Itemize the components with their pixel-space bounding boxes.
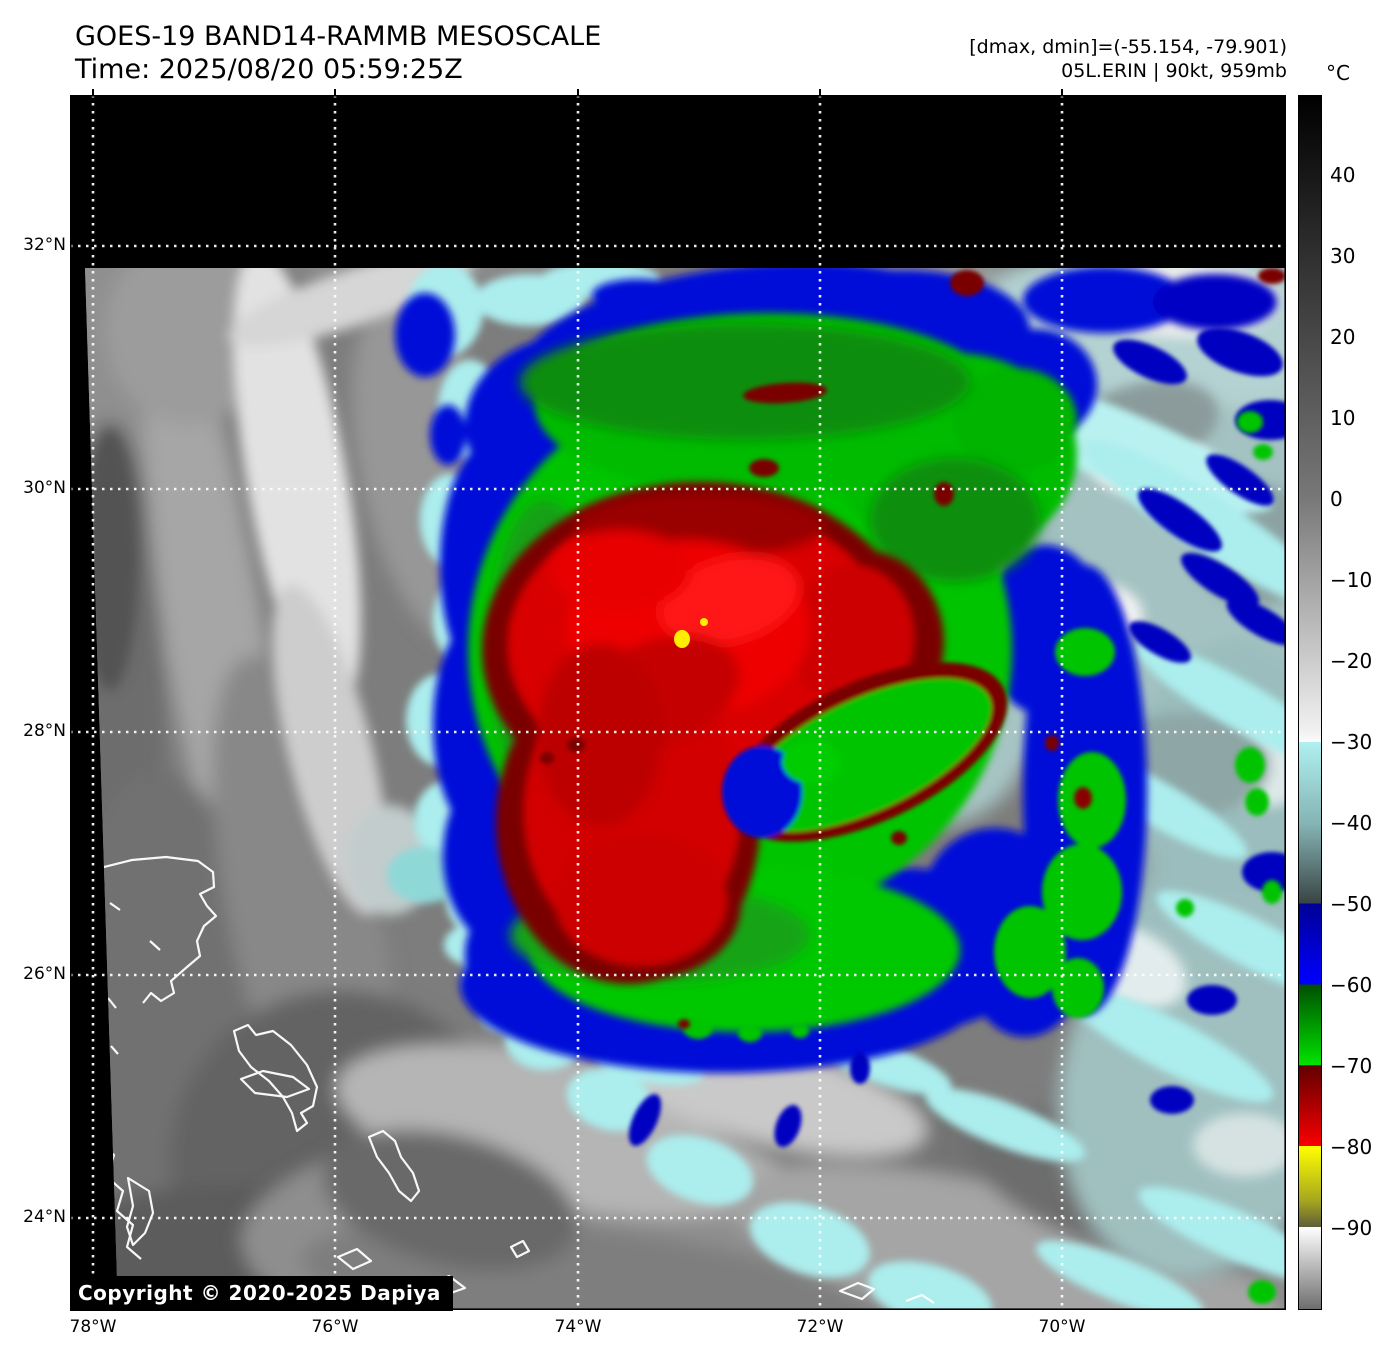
colorbar-tick-label: −80 xyxy=(1330,1135,1373,1159)
hurricane-core-red xyxy=(482,482,1008,984)
lon-tick-label: 76°W xyxy=(311,1317,359,1337)
storm-info-block: [dmax, dmin]=(-55.154, -79.901) 05L.ERIN… xyxy=(969,35,1287,83)
colorbar-tick-label: 30 xyxy=(1330,244,1356,268)
axis-tick xyxy=(334,89,336,95)
storm-eye-pixels xyxy=(674,618,708,648)
colorbar-tick-label: 20 xyxy=(1330,325,1356,349)
grid-lines xyxy=(70,95,1286,1310)
lon-tick-label: 70°W xyxy=(1038,1317,1086,1337)
page-title: GOES-19 BAND14-RAMMB MESOSCALE xyxy=(75,21,602,52)
dark-red-specks xyxy=(540,268,1286,1029)
lon-tick-label: 72°W xyxy=(796,1317,844,1337)
lat-tick-label: 28°N xyxy=(23,721,66,741)
lat-tick-label: 30°N xyxy=(23,478,66,498)
timestamp: Time: 2025/08/20 05:59:25Z xyxy=(75,54,463,85)
storm-id-intensity: 05L.ERIN | 90kt, 959mb xyxy=(1061,60,1287,82)
axis-tick xyxy=(92,89,94,95)
lon-tick-label: 78°W xyxy=(69,1317,117,1337)
colorbar-tick-label: −90 xyxy=(1330,1216,1373,1240)
colorbar-tick-label: −40 xyxy=(1330,811,1373,835)
colorbar-tick-label: −20 xyxy=(1330,649,1373,673)
convection-blue-streaks xyxy=(628,327,1286,1148)
colorbar-tick-label: −30 xyxy=(1330,730,1373,754)
axis-tick xyxy=(577,89,579,95)
plot-border xyxy=(70,95,1287,1311)
lon-tick-label: 74°W xyxy=(554,1317,602,1337)
satellite-imagery xyxy=(85,268,1286,1310)
axis-tick xyxy=(1061,89,1063,95)
temperature-colorbar xyxy=(1298,95,1322,1310)
lat-tick-label: 24°N xyxy=(23,1207,66,1227)
copyright-badge: Copyright © 2020-2025 Dapiya xyxy=(70,1276,453,1311)
colorbar-tick-label: 10 xyxy=(1330,406,1356,430)
dmax-dmin-readout: [dmax, dmin]=(-55.154, -79.901) xyxy=(969,36,1287,58)
lat-tick-label: 26°N xyxy=(23,964,66,984)
colorbar-tick-label: −10 xyxy=(1330,568,1373,592)
colorbar-unit-label: °C xyxy=(1326,61,1350,85)
colorbar-tick-label: 0 xyxy=(1330,487,1343,511)
lat-tick-label: 32°N xyxy=(23,235,66,255)
axis-tick xyxy=(819,89,821,95)
colorbar-tick-label: 40 xyxy=(1330,163,1356,187)
colorbar-tick-label: −50 xyxy=(1330,892,1373,916)
colorbar-tick-label: −70 xyxy=(1330,1054,1373,1078)
colorbar-tick-label: −60 xyxy=(1330,973,1373,997)
